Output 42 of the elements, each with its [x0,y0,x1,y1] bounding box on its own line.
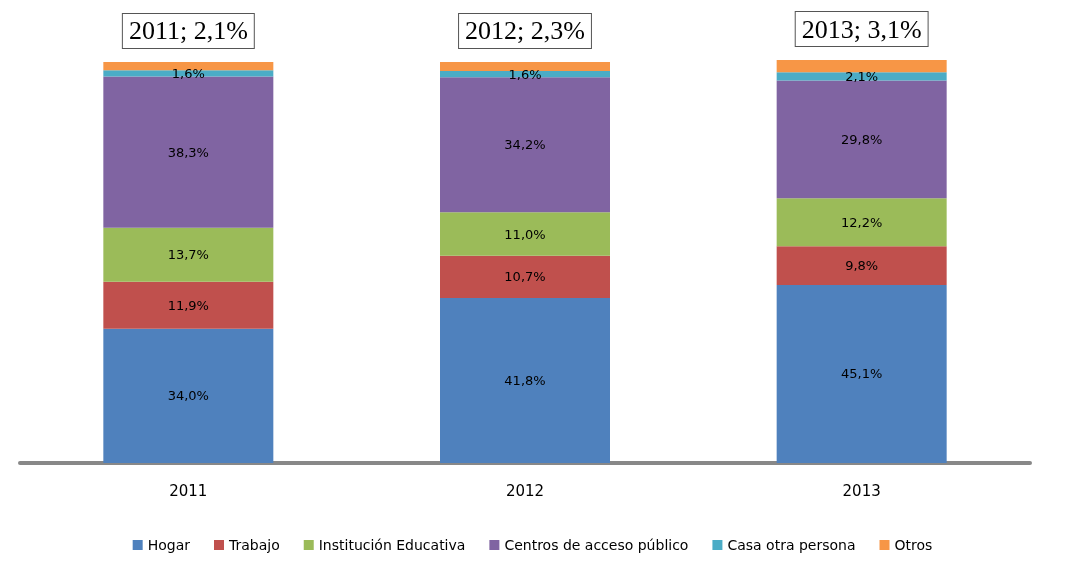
data-label: 41,8% [504,373,546,389]
bar [103,227,274,282]
bar [776,198,947,247]
bar [776,80,947,199]
data-label: 38,3% [167,144,209,160]
bar [103,70,274,77]
legend-label: Centros de acceso público [504,537,689,553]
data-label: 34,0% [167,388,209,404]
data-label: 11,9% [167,297,209,313]
bar [440,212,610,256]
bar [440,61,610,72]
bar [440,298,610,463]
legend-label: Casa otra persona [727,537,856,553]
bar [776,284,947,463]
legend-label: Hogar [147,537,191,553]
data-label: 2012; 2,3% [465,16,585,46]
x-tick-label: 2011 [169,481,208,500]
data-label: 13,7% [167,247,209,263]
data-label: 2013; 3,1% [801,14,922,44]
data-label: 12,2% [841,214,883,230]
data-label: 2,1% [845,68,879,84]
legend-label: Institución Educativa [318,537,466,553]
data-label: 1,6% [171,65,205,81]
data-label: 45,1% [841,366,883,382]
data-label: 2011; 2,1% [128,16,248,46]
bar [103,281,274,329]
x-tick-label: 2013 [842,481,881,500]
data-label: 10,7% [504,269,546,285]
bar [776,246,947,285]
legend-label: Otros [894,537,933,553]
bar [103,61,274,71]
bar [776,72,947,81]
data-label: 34,2% [504,137,546,153]
data-label: 1,6% [508,66,542,82]
bar [776,60,947,73]
data-label: 9,8% [845,258,879,274]
legend-label: Trabajo [227,537,280,553]
x-tick-label: 2012 [505,481,545,500]
data-label: 11,0% [504,226,546,242]
bar [103,328,274,463]
bar [440,255,610,299]
data-label: 29,8% [841,131,883,147]
